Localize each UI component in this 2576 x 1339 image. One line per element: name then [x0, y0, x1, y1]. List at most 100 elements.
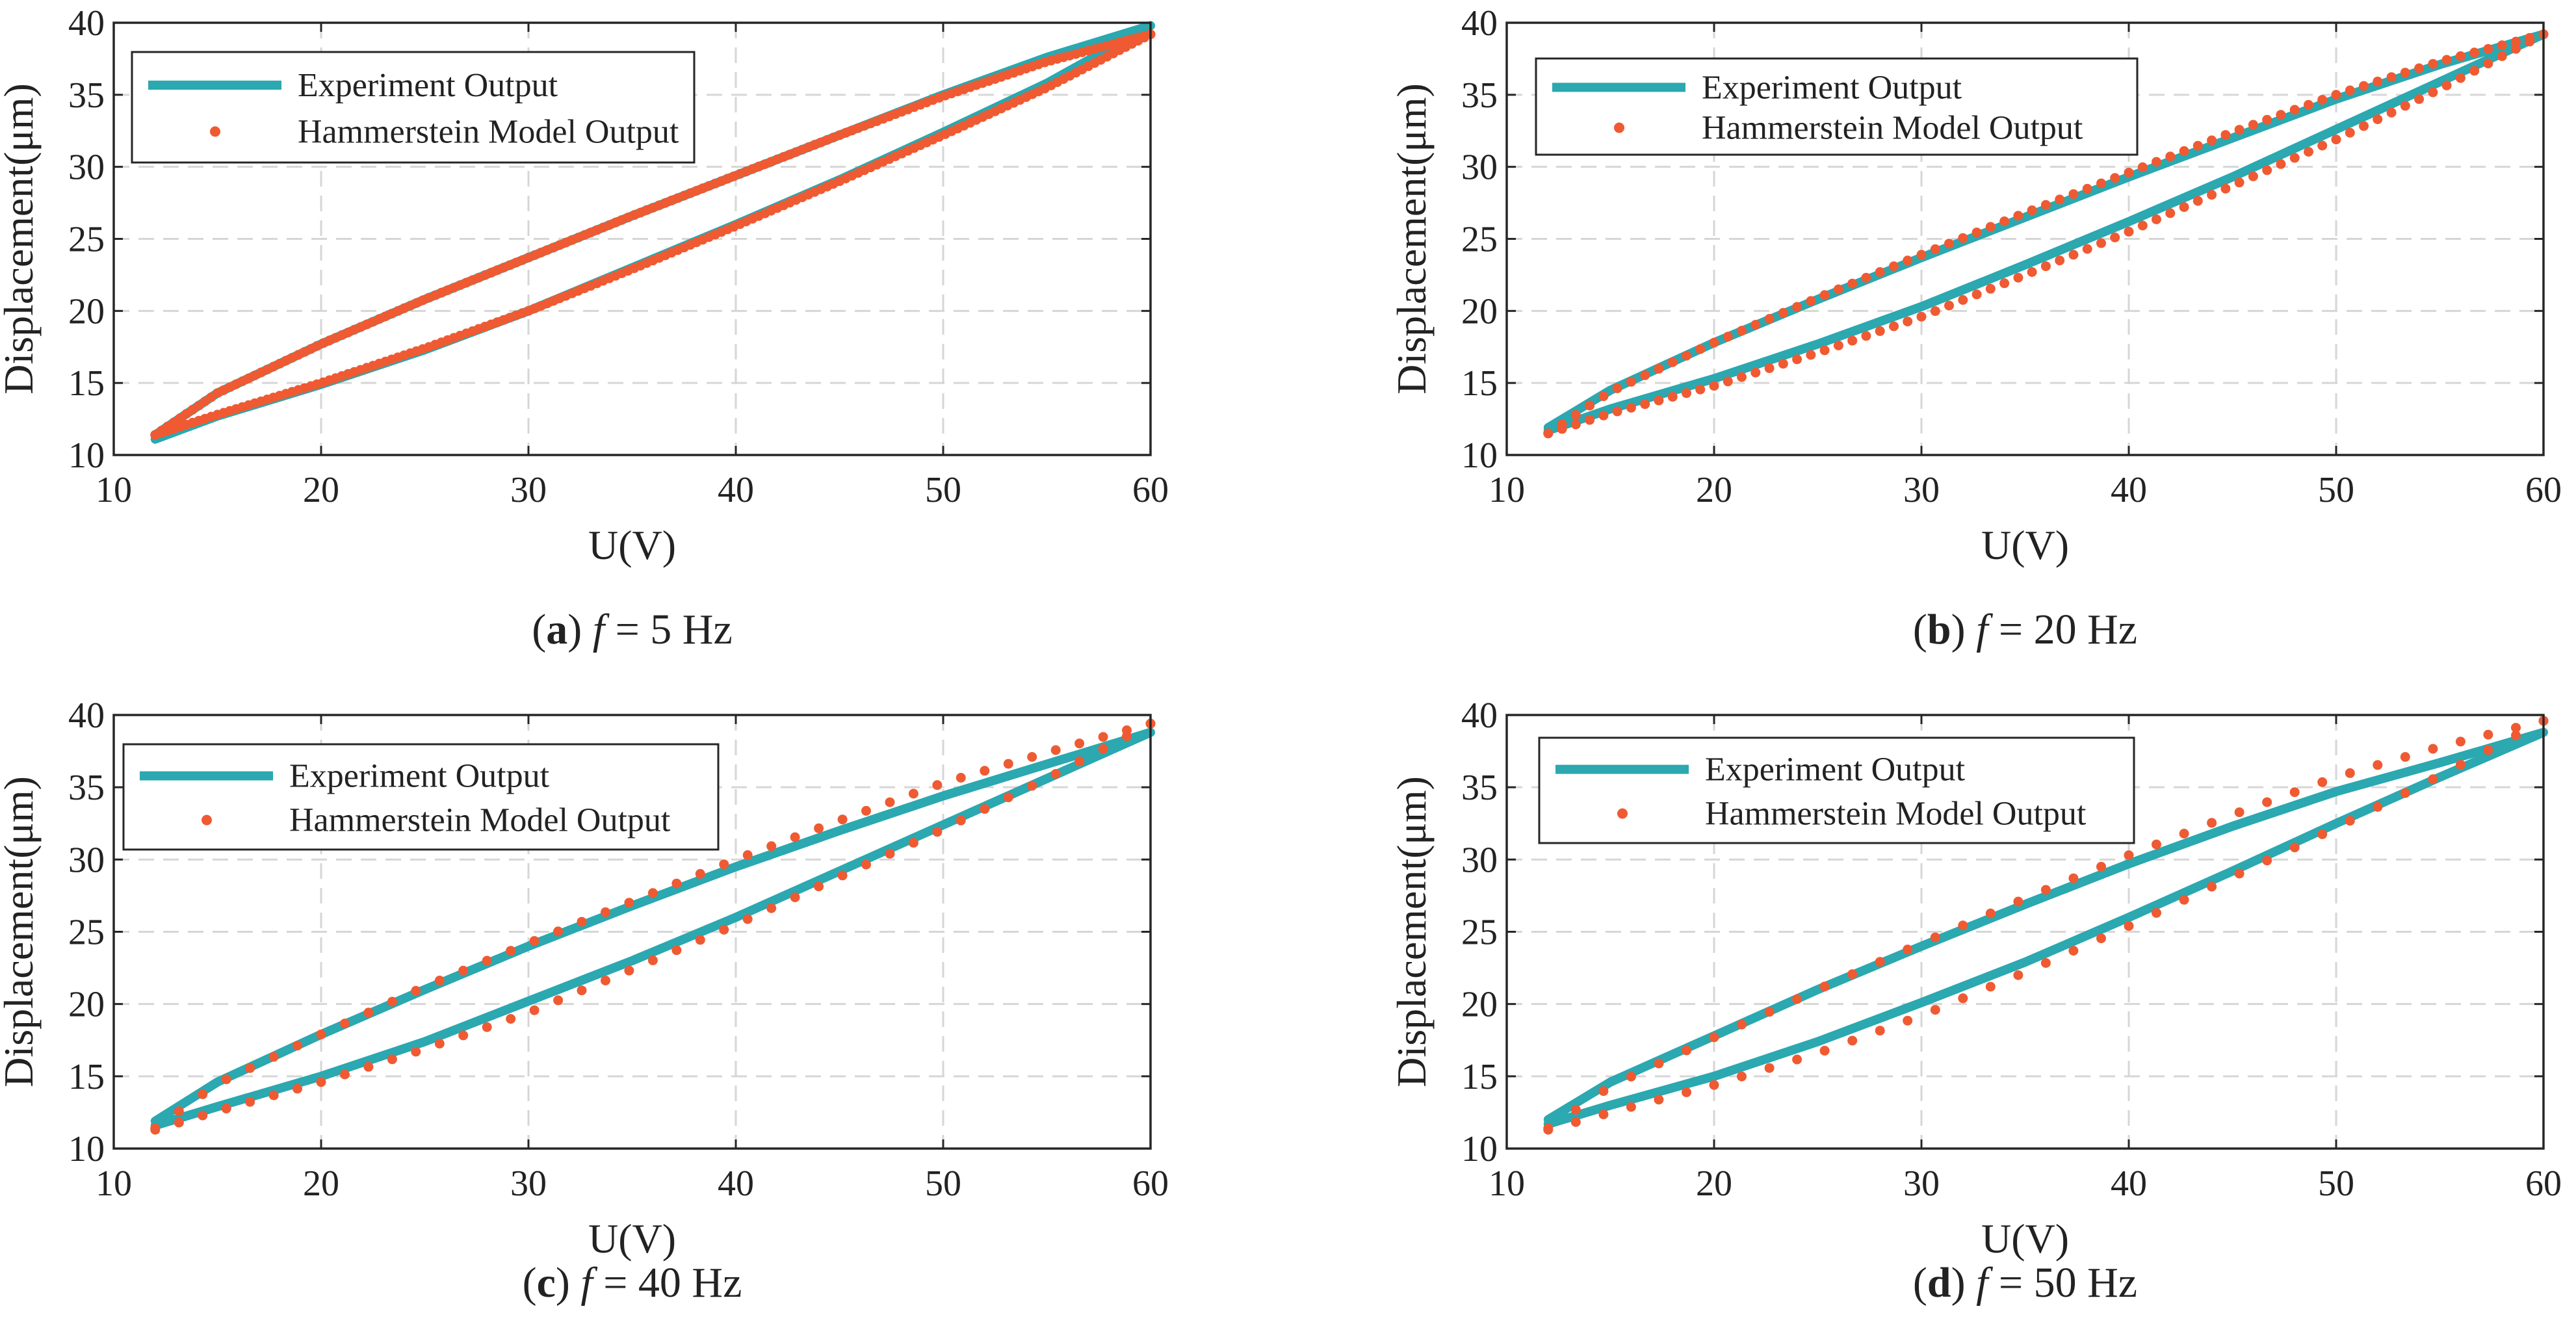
model-point: [1806, 296, 1816, 306]
y-tick-label: 20: [1461, 985, 1498, 1025]
legend-dot-swatch: [210, 126, 220, 137]
model-point: [2455, 73, 2465, 83]
legend-label-model: Hammerstein Model Output: [289, 802, 671, 839]
model-point: [1626, 1071, 1636, 1082]
legend-label-experiment: Experiment Output: [1702, 69, 1962, 106]
model-point: [1122, 725, 1132, 735]
model-point: [2179, 146, 2189, 156]
model-point: [2262, 165, 2272, 176]
panel-caption: (b) f = 20 Hz: [1913, 606, 2137, 653]
model-point: [2068, 946, 2079, 956]
model-point: [2400, 788, 2410, 798]
model-point: [2483, 58, 2493, 69]
model-point: [1027, 752, 1037, 762]
model-point: [2040, 200, 2051, 210]
axes-frame: [112, 714, 1152, 1150]
x-tick-label: 10: [1489, 1164, 1525, 1204]
model-point: [2345, 85, 2355, 96]
x-tick-label: 60: [1132, 470, 1169, 510]
model-point: [837, 870, 848, 881]
model-point: [742, 914, 753, 924]
model-point: [2179, 202, 2189, 213]
model-point: [2441, 80, 2452, 90]
model-point: [1003, 759, 1013, 769]
model-point: [2525, 32, 2535, 43]
model-point: [766, 841, 777, 852]
y-tick-label: 35: [1461, 75, 1498, 116]
model-point: [2234, 177, 2244, 188]
model-point: [1819, 982, 1830, 992]
model-point: [2441, 55, 2452, 65]
model-point: [2013, 970, 2023, 980]
x-axis-title: U(V): [588, 1216, 676, 1262]
y-tick-label: 20: [1461, 291, 1498, 332]
y-tick-label: 15: [1461, 1057, 1498, 1097]
model-point: [1750, 367, 1761, 378]
model-point: [814, 823, 824, 833]
y-axis-title: Displacement(μm): [0, 776, 42, 1087]
model-point: [671, 878, 682, 889]
caption-frequency: = 5 Hz: [605, 606, 733, 653]
model-point: [2068, 189, 2079, 200]
model-point: [1958, 233, 1968, 243]
model-point: [1598, 410, 1609, 421]
caption-frequency: = 50 Hz: [1988, 1259, 2137, 1306]
caption-paren-close: ): [567, 606, 592, 653]
model-point: [2055, 255, 2065, 266]
model-point: [2373, 114, 2383, 124]
model-point: [1903, 317, 1913, 327]
model-point: [1819, 345, 1830, 356]
model-point: [340, 1069, 350, 1080]
y-tick-label: 25: [68, 913, 105, 953]
legend: Experiment Output Hammerstein Model Outpu…: [122, 743, 720, 851]
model-point: [2234, 125, 2244, 135]
model-point: [1750, 320, 1761, 330]
model-point: [1819, 290, 1830, 300]
model-point: [2497, 51, 2507, 61]
model-point: [2220, 130, 2231, 140]
model-point: [932, 780, 943, 790]
model-point: [1847, 969, 1858, 980]
model-point: [2124, 921, 2134, 931]
model-point: [1585, 400, 1595, 411]
model-point: [2248, 171, 2258, 181]
panel-caption: (c) f = 40 Hz: [523, 1259, 742, 1306]
model-point: [363, 1061, 374, 1072]
x-tick-label: 30: [1903, 1164, 1940, 1204]
y-tick-label: 25: [68, 220, 105, 260]
model-point: [766, 903, 777, 913]
y-tick-label: 15: [68, 363, 105, 404]
model-point: [932, 827, 943, 837]
caption-paren-open: (: [532, 606, 546, 653]
model-point: [482, 956, 492, 966]
model-point: [1737, 1019, 1747, 1030]
model-point: [411, 985, 421, 996]
model-point: [1903, 255, 1913, 266]
series-hammerstein-model: [150, 718, 1156, 1135]
model-point: [529, 1005, 540, 1015]
model-point: [458, 1030, 469, 1041]
legend-label-model: Hammerstein Model Output: [298, 113, 679, 150]
caption-letter: c: [537, 1259, 556, 1306]
model-point: [268, 1052, 279, 1062]
model-point: [2400, 101, 2410, 111]
x-tick-label: 50: [925, 470, 961, 510]
y-axis-title: Displacement(μm): [1388, 776, 1435, 1087]
model-point: [2110, 173, 2120, 183]
legend-box: [1535, 57, 2139, 156]
model-point: [2289, 787, 2300, 798]
model-point: [2082, 244, 2092, 254]
x-tick-label: 40: [2111, 1164, 2147, 1204]
model-point: [150, 1123, 161, 1134]
model-point: [2345, 127, 2355, 138]
legend-box: [131, 51, 696, 164]
caption-frequency: = 40 Hz: [593, 1259, 742, 1306]
model-point: [2414, 63, 2425, 73]
x-tick-label: 50: [925, 1164, 961, 1204]
model-point: [1916, 311, 1927, 322]
y-tick-label: 15: [1461, 363, 1498, 404]
x-tick-label: 40: [2111, 470, 2147, 510]
x-axis-title: U(V): [1981, 522, 2069, 568]
model-point: [2096, 178, 2106, 188]
